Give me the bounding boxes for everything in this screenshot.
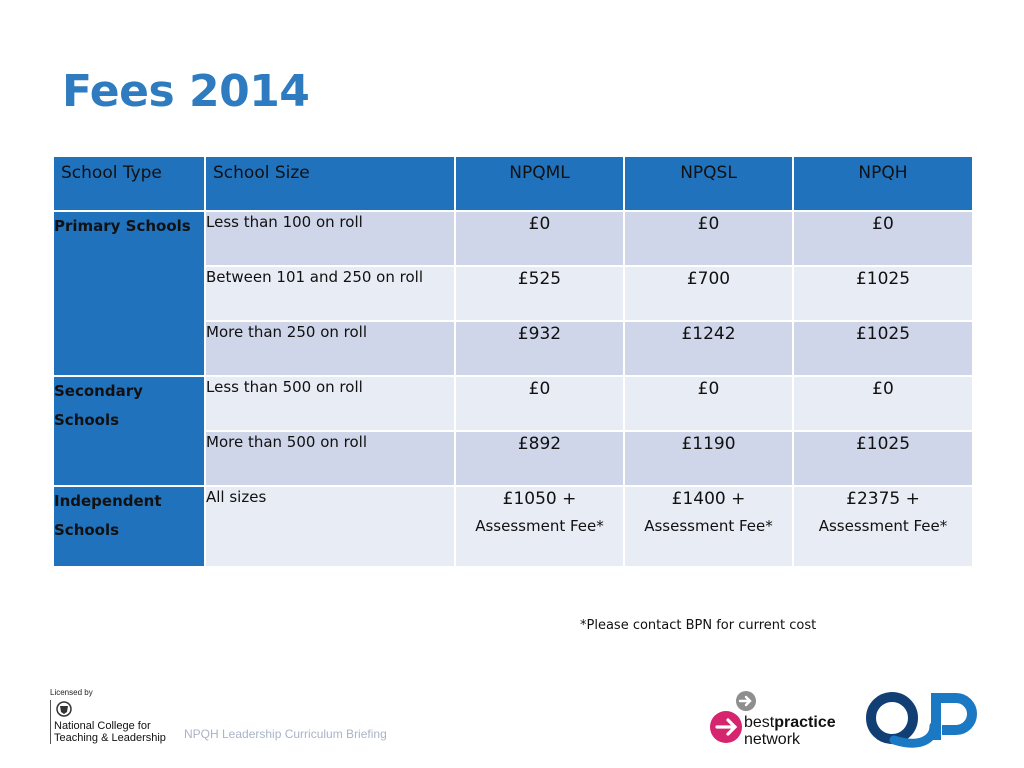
school-size-cell: Less than 100 on roll: [204, 210, 456, 267]
npqml-fee: £0: [454, 210, 625, 267]
npqh-fee: £1025: [792, 320, 974, 377]
olp-ring-1: [866, 692, 918, 744]
footer-caption: NPQH Leadership Curriculum Briefing: [184, 727, 387, 741]
header-school-type: School Type: [52, 155, 206, 212]
ncl-line-2: Teaching & Leadership: [54, 732, 166, 744]
school-type-independent: Independent Schools: [52, 485, 206, 568]
bpn-white-arrow: [715, 718, 738, 736]
npqsl-fee: £0: [623, 375, 794, 432]
header-npqml: NPQML: [454, 155, 625, 212]
table-row: Between 101 and 250 on roll £525 £700 £1…: [53, 265, 974, 322]
licensed-by-label: Licensed by: [50, 688, 93, 697]
ncl-logo-text: National College for Teaching & Leadersh…: [54, 720, 166, 744]
npqsl-fee: £1190: [623, 430, 794, 487]
header-school-size: School Size: [204, 155, 456, 212]
table-row: More than 250 on roll £932 £1242 £1025: [53, 320, 974, 377]
school-type-secondary: Secondary Schools: [52, 375, 206, 487]
assessment-fee-note: Assessment Fee*: [475, 517, 604, 535]
npqh-fee: £1025: [792, 265, 974, 322]
npqsl-fee: £1400 + Assessment Fee*: [623, 485, 794, 568]
olp-p: [931, 693, 977, 740]
crest-icon: [56, 701, 72, 717]
school-size-cell: Between 101 and 250 on roll: [204, 265, 456, 322]
table-row: Secondary Schools Less than 500 on roll …: [52, 375, 974, 487]
npqml-fee: £932: [454, 320, 625, 377]
npqsl-fee: £700: [623, 265, 794, 322]
bpn-grey-arrow: [738, 695, 752, 707]
npqml-fee: £0: [454, 375, 625, 432]
npqh-fee: £0: [792, 375, 974, 432]
bpn-network: network: [744, 731, 801, 748]
fees-table: School Type School Size NPQML NPQSL NPQH…: [52, 155, 974, 568]
npqsl-fee: £1242: [623, 320, 794, 377]
bpn-practice: practice: [774, 714, 836, 731]
fee-amount: £1400 +: [671, 489, 746, 509]
npqh-fee: £1025: [792, 430, 974, 487]
npqml-fee: £892: [454, 430, 625, 487]
school-size-cell: All sizes: [204, 485, 456, 568]
npqsl-fee: £0: [623, 210, 794, 267]
ncl-line-1: National College for: [54, 720, 151, 732]
table-header-row: School Type School Size NPQML NPQSL NPQH: [52, 155, 974, 212]
table-row: Independent Schools All sizes £1050 + As…: [52, 485, 974, 568]
footnote: *Please contact BPN for current cost: [580, 618, 817, 633]
fee-amount: £1050 +: [502, 489, 577, 509]
school-type-primary: Primary Schools: [52, 210, 206, 377]
table-row: More than 500 on roll £892 £1190 £1025: [53, 430, 974, 487]
table-row: Primary Schools Less than 100 on roll £0…: [52, 210, 974, 377]
assessment-fee-note: Assessment Fee*: [818, 517, 948, 535]
header-npqsl: NPQSL: [623, 155, 794, 212]
bpn-best: best: [744, 714, 775, 731]
page-title: Fees 2014: [62, 66, 310, 117]
school-size-cell: More than 500 on roll: [204, 430, 456, 487]
assessment-fee-note: Assessment Fee*: [644, 517, 773, 535]
school-size-cell: More than 250 on roll: [204, 320, 456, 377]
school-size-cell: Less than 500 on roll: [204, 375, 456, 432]
olp-logo: [866, 692, 977, 748]
npqh-fee: £2375 + Assessment Fee*: [792, 485, 974, 568]
header-npqh: NPQH: [792, 155, 974, 212]
npqml-fee: £525: [454, 265, 625, 322]
divider: [50, 700, 51, 744]
fee-amount: £2375 +: [846, 489, 920, 509]
bpn-logo-text: bestpractice network: [744, 714, 836, 748]
bpn-logo: [710, 691, 756, 743]
npqml-fee: £1050 + Assessment Fee*: [454, 485, 625, 568]
npqh-fee: £0: [792, 210, 974, 267]
